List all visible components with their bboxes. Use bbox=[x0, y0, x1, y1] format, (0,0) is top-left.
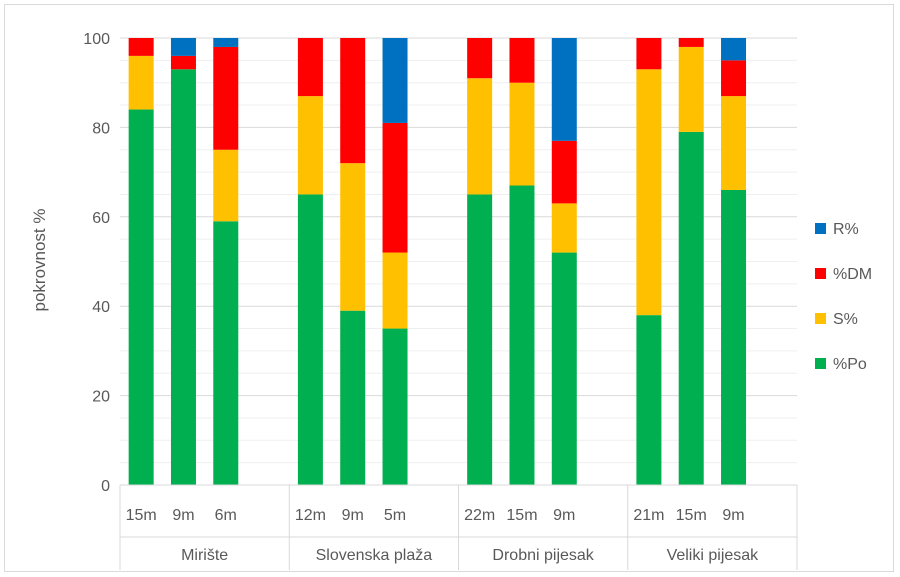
x-group-label: Veliki pijesak bbox=[667, 547, 760, 564]
legend-swatch bbox=[815, 223, 826, 234]
x-category-label: 6m bbox=[215, 507, 237, 524]
legend: R% %DM S% %Po bbox=[815, 221, 872, 373]
y-tick-label: 60 bbox=[92, 210, 110, 227]
bar-segment bbox=[467, 38, 493, 79]
bar-segment bbox=[170, 69, 196, 485]
bar-segment bbox=[467, 78, 493, 195]
bar-segment bbox=[551, 140, 577, 204]
bar-segment bbox=[551, 203, 577, 253]
bar-segment bbox=[382, 122, 408, 253]
x-category-label: 21m bbox=[633, 507, 664, 524]
bar-segment bbox=[678, 131, 704, 485]
x-category-label: 22m bbox=[464, 507, 495, 524]
bar-segment bbox=[467, 194, 493, 485]
bar-segment bbox=[340, 38, 366, 164]
y-axis-title: pokrovnost % bbox=[30, 209, 49, 312]
legend-label: %Po bbox=[833, 356, 867, 373]
y-tick-label: 100 bbox=[83, 31, 110, 48]
x-group-label: Slovenska plaža bbox=[316, 547, 433, 564]
bar-segment bbox=[297, 194, 323, 485]
y-tick-label: 80 bbox=[92, 120, 110, 137]
bars bbox=[128, 38, 747, 486]
x-category-label: 9m bbox=[342, 507, 364, 524]
bar-segment bbox=[509, 38, 535, 83]
bar-segment bbox=[721, 38, 747, 61]
bar-segment bbox=[721, 60, 747, 97]
y-tick-label: 0 bbox=[101, 478, 110, 495]
bar-segment bbox=[297, 38, 323, 97]
bar-segment bbox=[128, 38, 154, 56]
bar-segment bbox=[340, 310, 366, 485]
legend-label: %DM bbox=[833, 266, 872, 283]
y-tick-label: 40 bbox=[92, 299, 110, 316]
bar-segment bbox=[678, 46, 704, 132]
bar-segment bbox=[297, 96, 323, 195]
x-category-label: 9m bbox=[553, 507, 575, 524]
x-group-label: Mirište bbox=[181, 547, 228, 564]
bar-segment bbox=[721, 189, 747, 486]
bar-segment bbox=[213, 38, 239, 47]
bar-segment bbox=[721, 96, 747, 190]
chart-frame bbox=[4, 4, 894, 572]
bar-segment bbox=[213, 46, 239, 150]
x-category-label: 9m bbox=[172, 507, 194, 524]
bar-segment bbox=[551, 38, 577, 141]
bar-segment bbox=[382, 38, 408, 123]
bar-segment bbox=[213, 221, 239, 485]
bar-segment bbox=[340, 163, 366, 311]
bar-segment bbox=[551, 252, 577, 485]
bar-segment bbox=[382, 252, 408, 329]
bar-segment bbox=[128, 55, 154, 110]
x-category-label: 15m bbox=[506, 507, 537, 524]
x-category-label: 5m bbox=[384, 507, 406, 524]
bar-segment bbox=[170, 38, 196, 56]
x-category-label: 12m bbox=[295, 507, 326, 524]
x-category-label: 15m bbox=[676, 507, 707, 524]
bar-segment bbox=[170, 55, 196, 70]
x-group-label: Drobni pijesak bbox=[492, 547, 594, 564]
bar-segment bbox=[636, 315, 662, 485]
bar-segment bbox=[636, 69, 662, 316]
bar-segment bbox=[128, 109, 154, 486]
y-tick-label: 20 bbox=[92, 389, 110, 406]
bar-segment bbox=[213, 149, 239, 222]
bar-segment bbox=[382, 328, 408, 485]
bar-segment bbox=[509, 82, 535, 186]
bar-segment bbox=[636, 38, 662, 70]
axes: 0 20 40 60 80 100 15m 9m 6m Mirište 12m 9m 5m Slovens… bbox=[83, 31, 798, 570]
legend-swatch bbox=[815, 358, 826, 369]
bar-segment bbox=[509, 185, 535, 485]
bar-segment bbox=[678, 38, 704, 47]
x-category-label: 9m bbox=[722, 507, 744, 524]
legend-label: S% bbox=[833, 311, 858, 328]
x-category-label: 15m bbox=[126, 507, 157, 524]
legend-label: R% bbox=[833, 221, 859, 238]
legend-swatch bbox=[815, 268, 826, 279]
legend-swatch bbox=[815, 313, 826, 324]
